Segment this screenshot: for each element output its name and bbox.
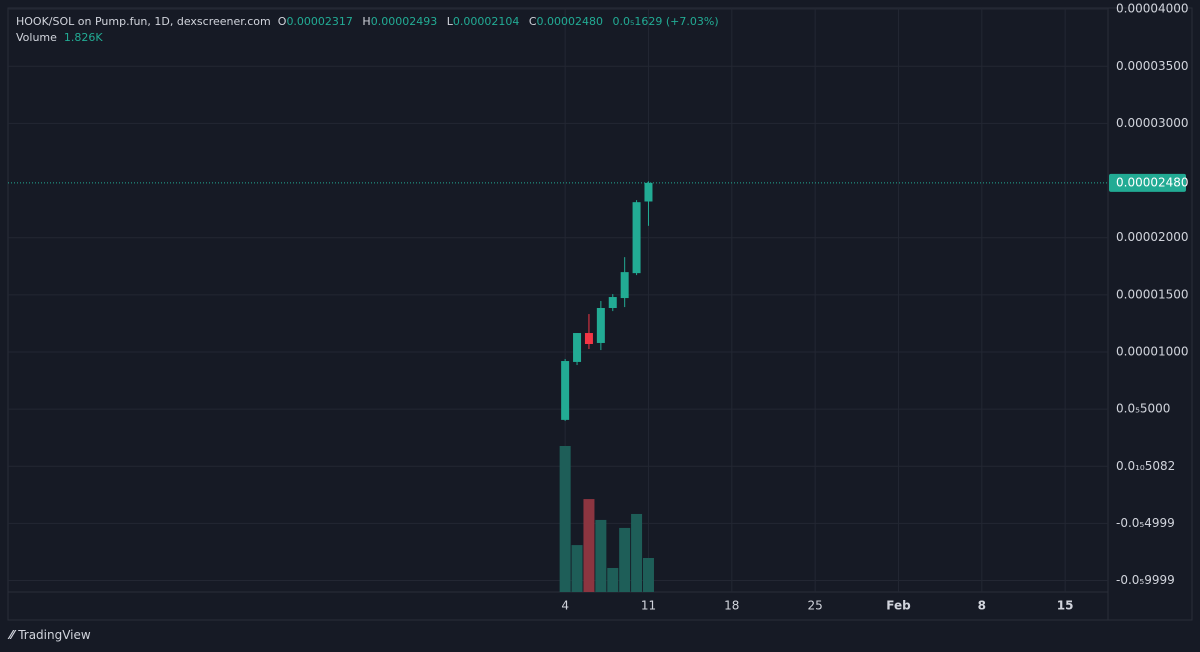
x-tick-label: 11 <box>641 599 656 613</box>
volume-bar <box>571 545 583 592</box>
candle-body <box>608 297 617 308</box>
volume-bar <box>583 499 595 592</box>
candle-body <box>573 333 582 362</box>
h-label: H <box>362 15 371 28</box>
volume-bar <box>619 527 631 592</box>
candle-body <box>561 361 570 420</box>
volume-label: Volume <box>16 31 57 44</box>
candle-body <box>596 308 605 343</box>
y-tick-label: 0.0₅5000 <box>1116 402 1170 416</box>
change: 0.0₅1629 (+7.03%) <box>612 15 719 28</box>
l-label: L <box>446 15 453 28</box>
symbol: HOOK/SOL on Pump.fun, 1D, dexscreener.co… <box>16 15 271 28</box>
x-tick-label: 25 <box>808 599 823 613</box>
x-tick-label: 15 <box>1057 599 1074 613</box>
h-value: 0.00002493 <box>370 15 438 28</box>
y-tick-label: 0.00003500 <box>1116 59 1189 73</box>
y-tick-label: -0.0₅9999 <box>1116 573 1175 587</box>
y-tick-label: 0.00001500 <box>1116 287 1189 301</box>
c-label: C <box>528 15 537 28</box>
volume-bar <box>559 446 571 592</box>
volume-bar <box>607 567 619 592</box>
volume-bar <box>631 513 643 592</box>
volume-bar <box>595 519 607 592</box>
logo: ⁄⁄ <box>10 628 19 642</box>
y-tick-label: -0.0₅4999 <box>1116 516 1175 530</box>
y-tick-label: 0.0₁₀5082 <box>1116 459 1175 473</box>
x-tick-label: Feb <box>886 599 911 613</box>
legend: HOOK/SOL on Pump.fun, 1D, dexscreener.co… <box>16 14 725 46</box>
candle-body <box>644 182 653 202</box>
l-value: 0.00002104 <box>452 15 520 28</box>
x-tick-label: 18 <box>724 599 739 613</box>
y-tick-label: 0.00003000 <box>1116 116 1189 130</box>
last-price-box <box>1109 173 1186 192</box>
candle-body <box>620 272 629 299</box>
candle-body <box>584 333 593 344</box>
o-value: 0.00002317 <box>286 15 353 28</box>
x-tick-label: 8 <box>978 599 986 613</box>
y-tick-label: 0.00001000 <box>1116 345 1189 359</box>
volume-row: Volume 1.826K <box>16 30 725 46</box>
y-tick-label: 0.00004000 <box>1116 2 1189 16</box>
brand-name: TradingView <box>18 628 91 642</box>
candle-body <box>632 202 641 274</box>
brand[interactable]: ⁄⁄ TradingView <box>10 628 91 642</box>
volume-bar <box>642 557 654 592</box>
o-label: O <box>277 15 287 28</box>
last-price-label: 0.00002480 <box>1116 175 1189 189</box>
volume-value: 1.826K <box>63 31 103 44</box>
y-tick-label: 0.00002000 <box>1116 230 1189 244</box>
frame <box>7 7 1193 621</box>
legend-row: HOOK/SOL on Pump.fun, 1D, dexscreener.co… <box>16 14 725 30</box>
c-value: 0.00002480 <box>536 15 603 28</box>
x-tick-label: 4 <box>561 599 569 613</box>
